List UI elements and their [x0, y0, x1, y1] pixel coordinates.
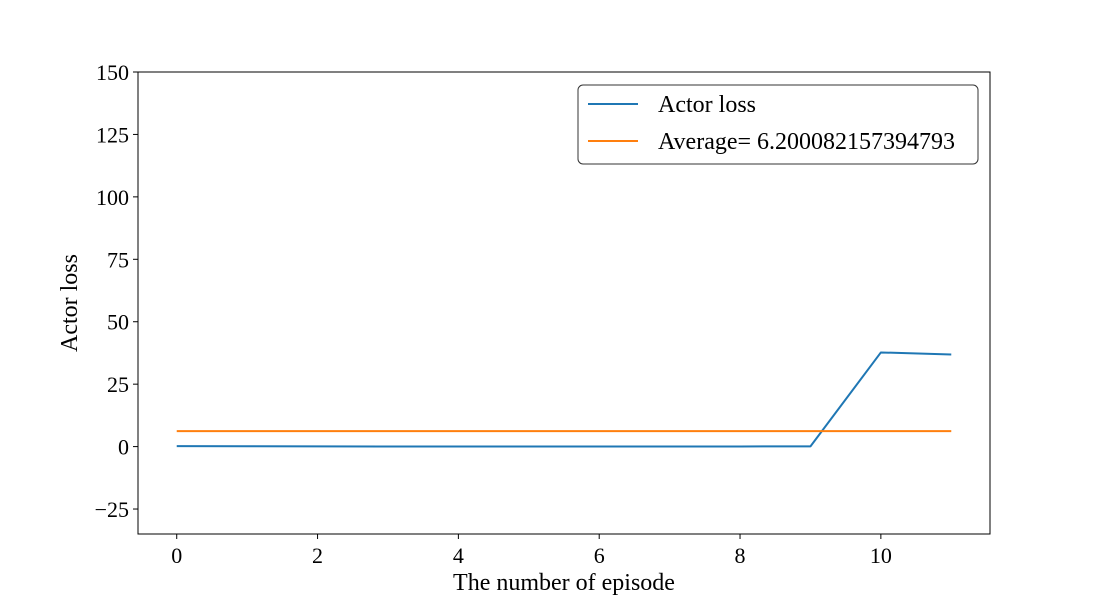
x-tick-label: 10 [870, 543, 892, 568]
y-tick-label: 150 [96, 60, 129, 85]
y-axis: −25 0 25 50 75 100 125 150 [95, 60, 138, 522]
y-tick-label: −25 [95, 497, 129, 522]
y-tick-label: 100 [96, 185, 129, 210]
y-tick-label: 50 [107, 310, 129, 335]
x-axis: 0 2 4 6 8 10 [171, 534, 892, 568]
x-tick-label: 4 [453, 543, 464, 568]
legend-label-average: Average= 6.200082157394793 [658, 129, 955, 155]
x-axis-label: The number of episode [453, 570, 675, 596]
x-tick-label: 0 [171, 543, 182, 568]
y-tick-label: 125 [96, 122, 129, 147]
legend-label-actor-loss: Actor loss [658, 92, 756, 118]
legend-box [577, 84, 979, 165]
series-layer [176, 351, 952, 448]
plot-frame [137, 71, 991, 535]
x-tick-label: 6 [594, 543, 605, 568]
legend: Actor loss Average= 6.200082157394793 [577, 84, 979, 165]
x-tick-label: 8 [735, 543, 746, 568]
y-tick-label: 25 [107, 372, 129, 397]
y-axis-label: Actor loss [57, 254, 83, 352]
x-tick-label: 2 [312, 543, 323, 568]
series-line-0 [176, 351, 952, 448]
y-tick-label: 0 [118, 435, 129, 460]
y-tick-label: 75 [107, 247, 129, 272]
